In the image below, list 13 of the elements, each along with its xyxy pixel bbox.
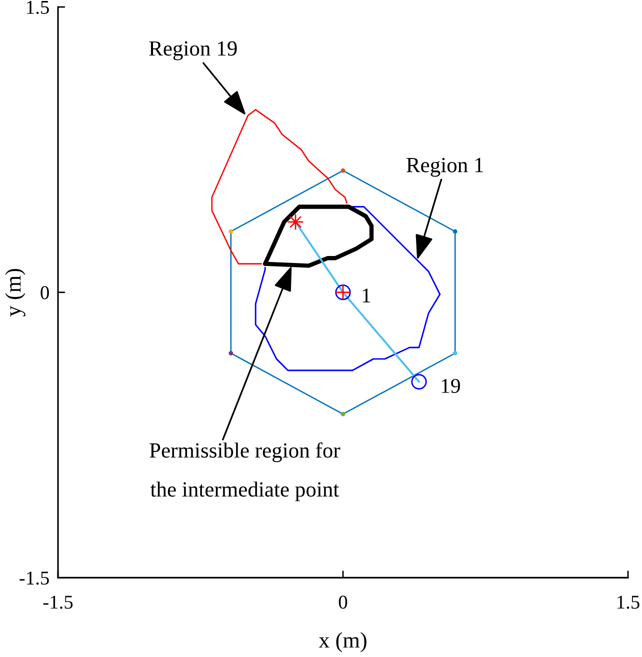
- y-tick-label: -1.5: [20, 572, 49, 585]
- annotation: Region 19: [149, 41, 237, 60]
- x-axis-title: x (m): [318, 632, 366, 652]
- annotation: Permissible region for the intermediate point: [150, 442, 340, 502]
- x-tick-label: 0: [338, 596, 348, 609]
- annotation: 19: [442, 378, 460, 393]
- y-tick-label: 1.5: [27, 0, 49, 14]
- annotation: Region 1: [406, 158, 483, 177]
- x-tick-label: -1.5: [43, 596, 73, 609]
- annotation: 1: [362, 288, 370, 302]
- y-axis-title: y (m): [5, 268, 26, 316]
- x-tick-label: 1.5: [618, 596, 640, 609]
- y-tick-label: 0: [40, 286, 49, 300]
